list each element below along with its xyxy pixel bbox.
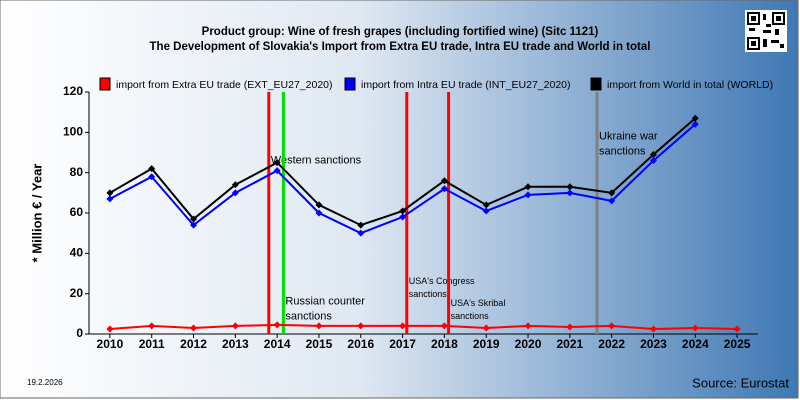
x-tick-label: 2011: [139, 337, 165, 351]
data-point: [315, 322, 323, 330]
x-tick-label: 2019: [473, 337, 500, 351]
data-point: [399, 207, 407, 215]
data-point: [148, 322, 156, 330]
data-point: [566, 323, 574, 331]
legend-swatch: [590, 77, 602, 91]
data-point: [231, 181, 239, 189]
data-point: [357, 221, 365, 229]
qr-code: [745, 10, 787, 52]
data-point: [691, 114, 699, 122]
data-point: [231, 189, 239, 197]
x-tick-label: 2018: [431, 337, 458, 351]
data-point: [566, 189, 574, 197]
data-point: [691, 120, 699, 128]
data-point: [315, 201, 323, 209]
x-tick-label: 2015: [306, 337, 333, 351]
data-point: [190, 221, 198, 229]
data-point: [733, 325, 741, 333]
x-tick-label: 2025: [724, 337, 751, 351]
data-point: [440, 177, 448, 185]
annotation: sanctions: [285, 311, 332, 323]
data-point: [399, 213, 407, 221]
data-point: [440, 322, 448, 330]
data-point: [566, 183, 574, 191]
data-point: [482, 324, 490, 332]
data-point: [691, 324, 699, 332]
data-point: [608, 189, 616, 197]
x-tick-label: 2017: [389, 337, 416, 351]
data-point: [148, 165, 156, 173]
data-point: [231, 322, 239, 330]
data-point: [106, 195, 114, 203]
x-tick-label: 2014: [264, 337, 291, 351]
data-point: [649, 151, 657, 159]
data-point: [357, 229, 365, 237]
annotation: Ukraine war: [599, 130, 658, 142]
annotation: sanctions: [599, 145, 646, 157]
legend-label: import from World in total (WORLD): [607, 79, 773, 91]
annotation: sanctions: [451, 311, 490, 321]
data-point: [190, 215, 198, 223]
y-tick-label: 120: [63, 84, 83, 98]
legend-swatch: [99, 77, 111, 91]
data-point: [482, 201, 490, 209]
x-tick-label: 2010: [97, 337, 124, 351]
y-tick-label: 40: [70, 246, 84, 260]
data-point: [524, 322, 532, 330]
annotation: Western sanctions: [271, 154, 362, 166]
legend-swatch: [344, 77, 356, 91]
y-tick-label: 20: [70, 286, 84, 300]
x-tick-label: 2023: [640, 337, 667, 351]
legend-label: import from Extra EU trade (EXT_EU27_202…: [116, 79, 333, 91]
x-tick-label: 2020: [515, 337, 542, 351]
data-point: [524, 191, 532, 199]
data-point: [357, 322, 365, 330]
chart-subtitle: The Development of Slovakia's Import fro…: [150, 41, 651, 53]
annotation: Russian counter: [285, 296, 365, 308]
x-tick-label: 2016: [347, 337, 374, 351]
data-point: [190, 324, 198, 332]
data-point: [106, 189, 114, 197]
y-tick-label: 0: [76, 326, 83, 340]
data-point: [148, 173, 156, 181]
annotation: USA's Skribal: [451, 298, 506, 308]
annotation: USA's Congress: [409, 276, 475, 286]
chart-title: Product group: Wine of fresh grapes (inc…: [202, 26, 599, 38]
data-point: [273, 159, 281, 167]
y-tick-label: 100: [63, 125, 83, 139]
data-point: [315, 209, 323, 217]
data-point: [440, 185, 448, 193]
source: Source: Eurostat: [692, 375, 789, 390]
data-point: [273, 167, 281, 175]
x-tick-label: 2013: [222, 337, 249, 351]
x-tick-label: 2021: [556, 337, 583, 351]
y-tick-label: 80: [70, 165, 84, 179]
data-point: [482, 207, 490, 215]
data-point: [608, 322, 616, 330]
legend-label: import from Intra EU trade (INT_EU27_202…: [361, 79, 571, 91]
data-point: [649, 325, 657, 333]
data-point: [273, 321, 281, 329]
x-tick-label: 2024: [682, 337, 709, 351]
x-tick-label: 2012: [180, 337, 207, 351]
annotation: sanctions: [409, 289, 448, 299]
data-point: [649, 157, 657, 165]
series-line: [109, 323, 738, 330]
data-point: [608, 197, 616, 205]
data-point: [524, 183, 532, 191]
data-point: [399, 322, 407, 330]
y-tick-label: 60: [70, 205, 84, 219]
y-axis-label: * Million € / Year: [29, 164, 44, 263]
x-tick-label: 2022: [598, 337, 625, 351]
date: 19.2.2026: [27, 378, 63, 387]
data-point: [106, 325, 114, 333]
